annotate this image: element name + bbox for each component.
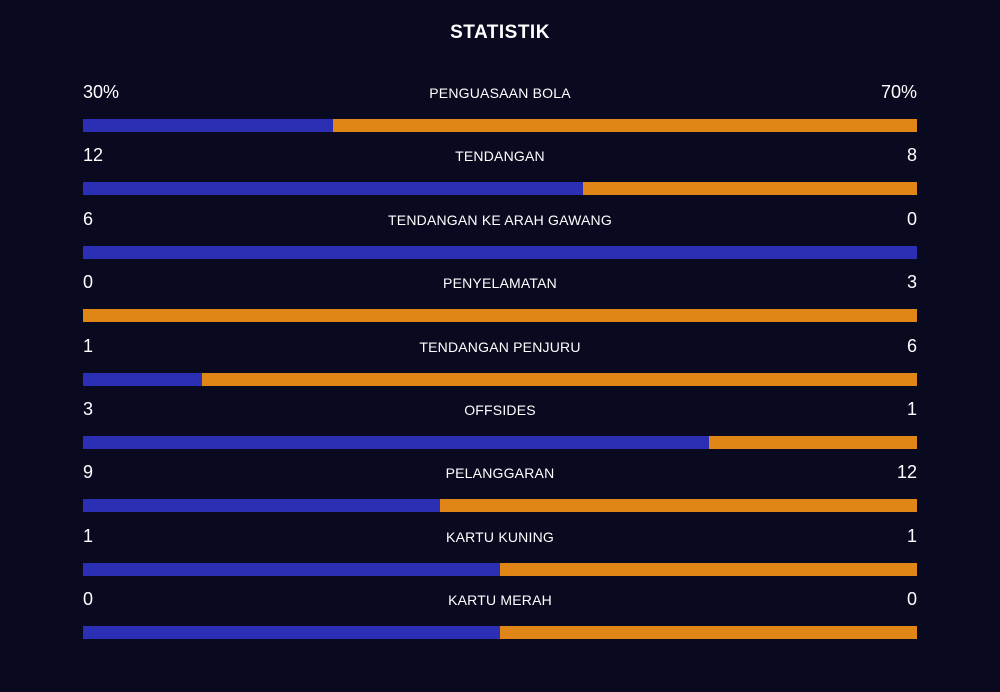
stat-header: 30% PENGUASAAN BOLA 70% [83, 80, 917, 106]
stat-label: TENDANGAN KE ARAH GAWANG [388, 211, 612, 228]
home-bar-segment [83, 245, 917, 259]
stat-label: OFFSIDES [464, 401, 536, 418]
home-bar-segment [83, 372, 203, 386]
stat-header: 0 KARTU MERAH 0 [83, 587, 917, 613]
home-value: 30% [83, 82, 120, 102]
comparison-bar [83, 499, 917, 513]
away-bar-segment [708, 435, 917, 449]
stat-label: PENYELAMATAN [443, 275, 557, 292]
comparison-bar [83, 245, 917, 259]
home-value: 0 [83, 272, 94, 293]
home-value: 0 [83, 589, 94, 610]
home-value: 1 [83, 335, 94, 356]
home-value: 3 [83, 398, 94, 419]
away-value: 1 [906, 525, 917, 546]
comparison-bar [83, 626, 917, 640]
away-bar-segment [500, 626, 917, 640]
stat-header: 0 PENYELAMATAN 3 [83, 270, 917, 296]
stat-header: 6 TENDANGAN KE ARAH GAWANG 0 [83, 207, 917, 233]
stat-header: 9 PELANGGARAN 12 [83, 460, 917, 486]
home-value: 1 [83, 525, 94, 546]
home-bar-segment [83, 182, 584, 196]
stat-label: PENGUASAAN BOLA [429, 85, 571, 101]
stat-header: 12 TENDANGAN 8 [83, 143, 917, 169]
away-value: 3 [906, 272, 917, 293]
home-bar-segment [83, 119, 334, 132]
away-value: 12 [896, 462, 917, 483]
stat-row: 6 TENDANGAN KE ARAH GAWANG 0 [83, 207, 917, 270]
comparison-bar [83, 372, 917, 386]
stat-row: 1 TENDANGAN PENJURU 6 [83, 334, 917, 397]
comparison-bar [83, 119, 917, 132]
comparison-bar [83, 182, 917, 196]
stat-row: 0 PENYELAMATAN 3 [83, 270, 917, 333]
away-bar-segment [440, 499, 917, 513]
home-bar-segment [83, 499, 441, 513]
stat-row: 30% PENGUASAAN BOLA 70% [83, 80, 917, 143]
stat-row: 1 KARTU KUNING 1 [83, 524, 917, 587]
away-value: 0 [906, 208, 917, 229]
stat-label: TENDANGAN PENJURU [419, 338, 581, 355]
away-value: 8 [906, 145, 917, 166]
home-bar-segment [83, 562, 500, 576]
away-bar-segment [583, 182, 917, 196]
stat-label: KARTU MERAH [448, 592, 552, 609]
comparison-bar [83, 309, 917, 323]
home-value: 9 [83, 462, 94, 483]
stat-label: PELANGGARAN [445, 465, 555, 482]
away-bar-segment [333, 119, 917, 132]
stat-row: 0 KARTU MERAH 0 [83, 587, 917, 650]
away-bar-segment [202, 372, 917, 386]
away-value: 0 [906, 589, 917, 610]
away-bar-segment [83, 309, 917, 323]
stat-row: 3 OFFSIDES 1 [83, 397, 917, 460]
stats-list: 30% PENGUASAAN BOLA 70% 12 TENDANGAN 8 6 TENDAN… [83, 80, 917, 651]
away-value: 70% [880, 82, 917, 102]
home-value: 12 [83, 145, 104, 166]
stat-label: KARTU KUNING [446, 528, 554, 545]
home-bar-segment [83, 626, 500, 640]
statistics-title: STATISTIK [450, 22, 550, 43]
comparison-bar [83, 435, 917, 449]
home-value: 6 [83, 208, 94, 229]
stat-header: 1 KARTU KUNING 1 [83, 524, 917, 550]
home-bar-segment [83, 435, 709, 449]
stat-label: TENDANGAN [455, 148, 545, 165]
stat-row: 12 TENDANGAN 8 [83, 143, 917, 206]
away-value: 1 [906, 398, 917, 419]
stat-header: 3 OFFSIDES 1 [83, 397, 917, 423]
comparison-bar [83, 562, 917, 576]
away-value: 6 [906, 335, 917, 356]
stat-row: 9 PELANGGARAN 12 [83, 460, 917, 523]
away-bar-segment [500, 562, 917, 576]
stat-header: 1 TENDANGAN PENJURU 6 [83, 334, 917, 360]
